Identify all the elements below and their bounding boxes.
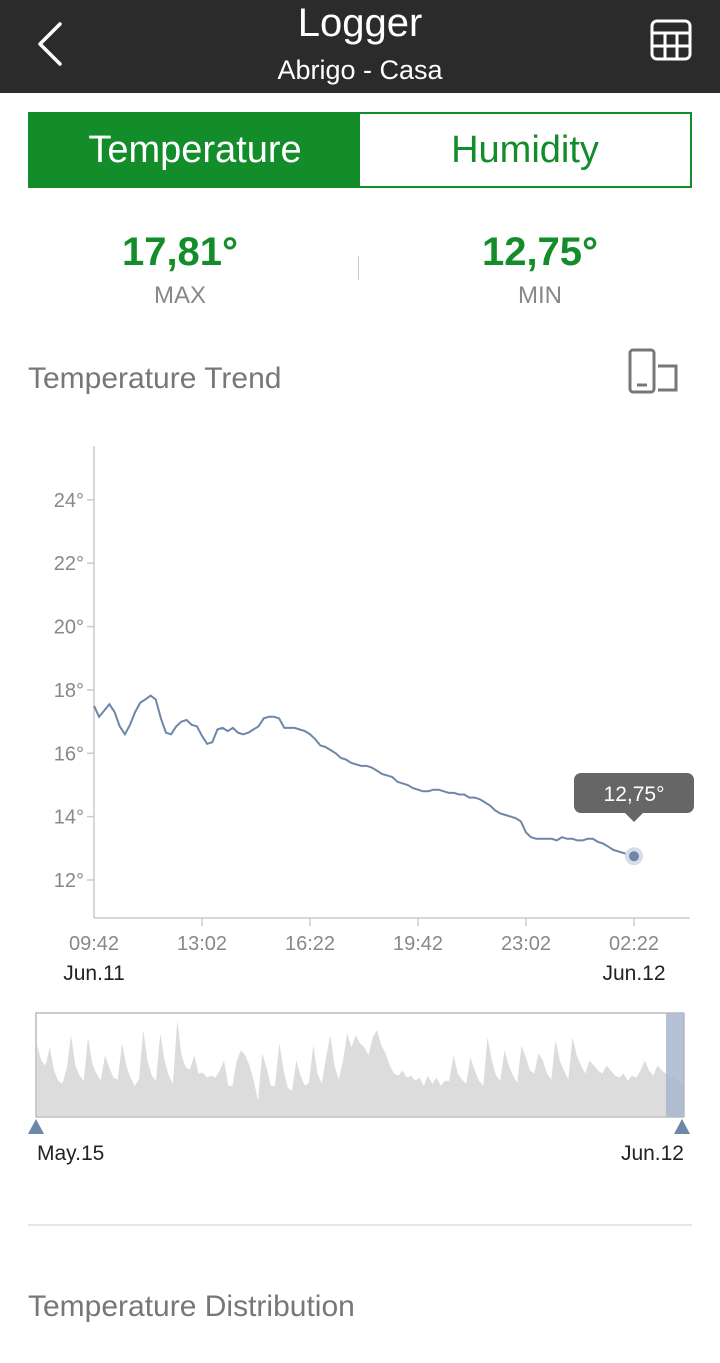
table-view-button[interactable] (640, 12, 702, 68)
temperature-line (93, 694, 635, 858)
min-stat: 12,75° MIN (360, 226, 720, 312)
overview-range-slider[interactable]: May.15 Jun.12 (0, 1000, 720, 1180)
tab-temperature[interactable]: Temperature (30, 114, 360, 186)
x-tick-label: 09:42 (69, 933, 119, 955)
section-divider (28, 1224, 692, 1226)
max-stat: 17,81° MAX (0, 226, 360, 312)
back-button[interactable] (20, 14, 80, 74)
page-title: Logger (297, 1, 423, 45)
x-tick-label: 16:22 (285, 933, 335, 955)
x-tick-label: 02:22 (609, 933, 659, 955)
tab-humidity[interactable]: Humidity (360, 114, 690, 186)
tooltip-text: 12,75° (604, 783, 665, 806)
page-subtitle: Abrigo - Casa (277, 55, 443, 85)
chevron-left-icon (38, 22, 62, 66)
rotate-button[interactable] (620, 346, 686, 400)
overview-end-label: Jun.12 (621, 1142, 684, 1165)
rotate-screen-icon (628, 348, 678, 394)
y-tick-label: 18° (54, 680, 84, 702)
x-tick-label: 13:02 (177, 933, 227, 955)
y-tick-label: 14° (54, 807, 84, 829)
range-selection[interactable] (666, 1013, 684, 1117)
tooltip: 12,75° (574, 773, 694, 822)
min-value: 12,75° (481, 230, 599, 274)
y-tick-label: 16° (54, 743, 84, 765)
app-header: Logger Abrigo - Casa (0, 0, 720, 93)
x-tick-label: 19:42 (393, 933, 443, 955)
distribution-title: Temperature Distribution (28, 1290, 355, 1323)
date-end-label: Jun.12 (602, 962, 665, 985)
range-handle-start[interactable] (28, 1119, 44, 1134)
trend-title: Temperature Trend (28, 362, 282, 395)
max-label: MAX (153, 282, 206, 309)
y-tick-label: 12° (54, 870, 84, 892)
y-tick-label: 20° (54, 617, 84, 639)
x-tick-label: 23:02 (501, 933, 551, 955)
stat-divider (358, 256, 359, 280)
max-value: 17,81° (121, 230, 239, 274)
overview-area (37, 1020, 683, 1116)
temperature-trend-chart[interactable]: 12° 14° 16° 18° 20° 22° 24° 09:42 13:02 16:22 19:4… (0, 420, 720, 1000)
min-label: MIN (518, 282, 562, 309)
overview-start-label: May.15 (37, 1142, 104, 1165)
y-tick-label: 24° (54, 490, 84, 512)
range-handle-end[interactable] (674, 1119, 690, 1134)
table-icon (650, 19, 692, 61)
date-start-label: Jun.11 (63, 962, 125, 985)
metric-tabs: Temperature Humidity (28, 112, 692, 188)
highlight-point (629, 851, 639, 862)
y-tick-label: 22° (54, 553, 84, 575)
